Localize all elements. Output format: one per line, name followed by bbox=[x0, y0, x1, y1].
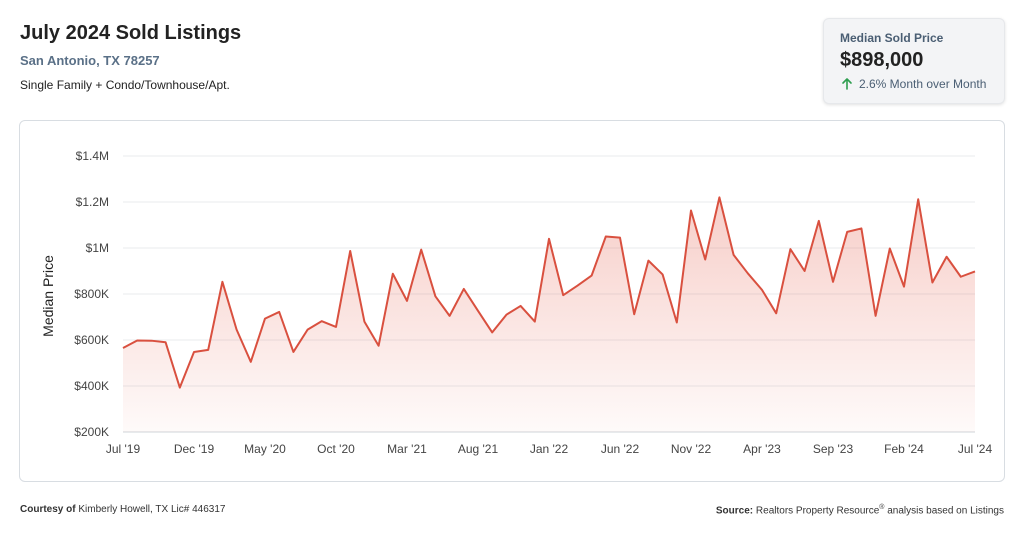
page-title: July 2024 Sold Listings bbox=[20, 22, 242, 44]
chart-container: $200K $400K $600K $800K $1M $1.2M $1.4M Jul '1… bbox=[19, 120, 1005, 482]
x-tick-label: Apr '23 bbox=[743, 442, 781, 456]
courtesy-footer: Courtesy of Kimberly Howell, TX Lic# 446… bbox=[20, 504, 225, 515]
stat-value: $898,000 bbox=[840, 49, 924, 71]
source-text: Realtors Property Resource bbox=[755, 505, 880, 517]
x-tick-label: Jun '22 bbox=[601, 442, 640, 456]
source-footer: Source: Realtors Property Resource® anal… bbox=[716, 504, 1004, 516]
x-tick-label: Dec '19 bbox=[174, 442, 215, 456]
stat-label: Median Sold Price bbox=[840, 31, 944, 45]
location-subtitle: San Antonio, TX 78257 bbox=[20, 53, 160, 68]
property-types: Single Family + Condo/Townhouse/Apt. bbox=[20, 78, 230, 92]
stat-change: 2.6% Month over Month bbox=[840, 77, 988, 91]
chart-area-fill bbox=[123, 197, 975, 432]
median-sold-price-card: Median Sold Price $898,000 2.6% Month ov… bbox=[823, 18, 1005, 104]
arrow-up-icon bbox=[842, 78, 852, 90]
y-tick-label: $600K bbox=[74, 333, 109, 347]
y-tick-label: $200K bbox=[74, 425, 109, 439]
median-price-chart: $200K $400K $600K $800K $1M $1.2M $1.4M Jul '1… bbox=[40, 149, 993, 456]
source-text-post: analysis based on Listings bbox=[887, 505, 1004, 517]
x-tick-label: Jan '22 bbox=[530, 442, 569, 456]
registered-mark: ® bbox=[879, 504, 885, 511]
source-label: Source: bbox=[715, 505, 754, 517]
courtesy-label: Courtesy of bbox=[20, 504, 76, 515]
courtesy-text: Kimberly Howell, TX Lic# 446317 bbox=[78, 504, 226, 515]
x-tick-label: Jul '24 bbox=[958, 442, 993, 456]
y-tick-label: $1.2M bbox=[76, 195, 109, 209]
x-tick-label: Mar '21 bbox=[387, 442, 427, 456]
x-tick-label: Aug '21 bbox=[458, 442, 499, 456]
x-tick-label: Oct '20 bbox=[317, 442, 355, 456]
x-tick-label: Sep '23 bbox=[813, 442, 854, 456]
series-line bbox=[122, 196, 976, 389]
stat-change-text: 2.6% Month over Month bbox=[859, 77, 987, 91]
x-tick-label: Jul '19 bbox=[106, 442, 141, 456]
y-tick-label: $1M bbox=[86, 241, 109, 255]
y-tick-label: $400K bbox=[74, 379, 109, 393]
x-tick-label: Nov '22 bbox=[671, 442, 712, 456]
y-tick-label: $1.4M bbox=[76, 149, 109, 163]
x-tick-label: May '20 bbox=[244, 442, 286, 456]
y-tick-label: $800K bbox=[74, 287, 109, 301]
x-tick-label: Feb '24 bbox=[884, 442, 924, 456]
y-axis-label: Median Price bbox=[40, 255, 56, 337]
